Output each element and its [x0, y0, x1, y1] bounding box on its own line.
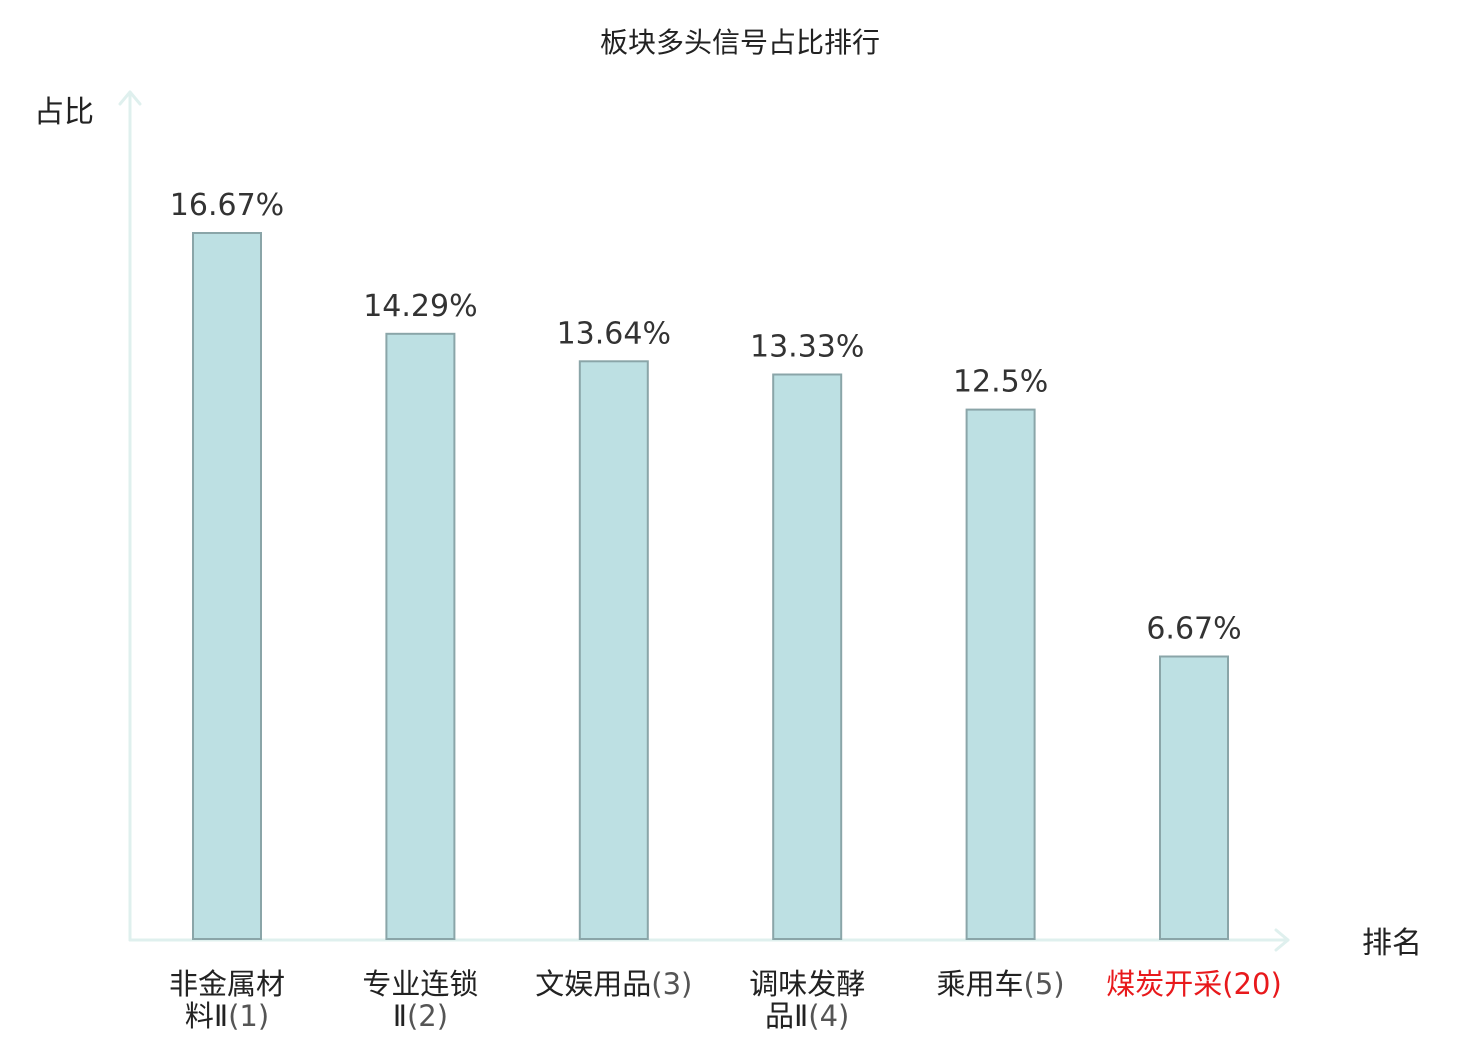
x-axis-arrow	[1274, 928, 1290, 952]
value-label-2: 14.29%	[363, 289, 477, 324]
category-label-6: 煤炭开采(20)	[1106, 967, 1282, 1001]
category-label-4: 调味发酵品Ⅱ(4)	[749, 967, 865, 1033]
bar-4	[772, 373, 843, 940]
value-label-5: 12.5%	[953, 365, 1048, 400]
y-axis-label: 占比	[34, 95, 94, 130]
x-axis-label: 排名	[1362, 926, 1422, 961]
category-label-1: 非金属材料Ⅱ(1)	[169, 967, 285, 1033]
bar-3	[578, 360, 649, 940]
value-labels-group: 16.67% 14.29% 13.64% 13.33% 12.5% 6.67%	[170, 188, 1242, 647]
value-label-3: 13.64%	[557, 316, 671, 351]
category-label-2: 专业连锁 Ⅱ(2)	[362, 967, 478, 1033]
category-label-5: 乘用车(5)	[937, 967, 1065, 1001]
value-label-6: 6.67%	[1146, 612, 1241, 647]
bar-2	[385, 332, 456, 940]
value-label-1: 16.67%	[170, 188, 284, 223]
y-axis-arrow	[118, 90, 142, 106]
bar-5	[965, 408, 1036, 941]
bar-6	[1159, 655, 1229, 940]
chart-title: 板块多头信号占比排行	[600, 26, 880, 59]
category-labels-group: 非金属材料Ⅱ(1) 专业连锁 Ⅱ(2) 文娱用品(3) 调味发酵品Ⅱ(4) 乘用车(5) 煤…	[169, 967, 1282, 1033]
value-label-4: 13.33%	[750, 330, 864, 365]
bars-group	[192, 232, 1229, 941]
bar-1	[192, 232, 262, 940]
category-label-3: 文娱用品(3)	[535, 967, 692, 1001]
